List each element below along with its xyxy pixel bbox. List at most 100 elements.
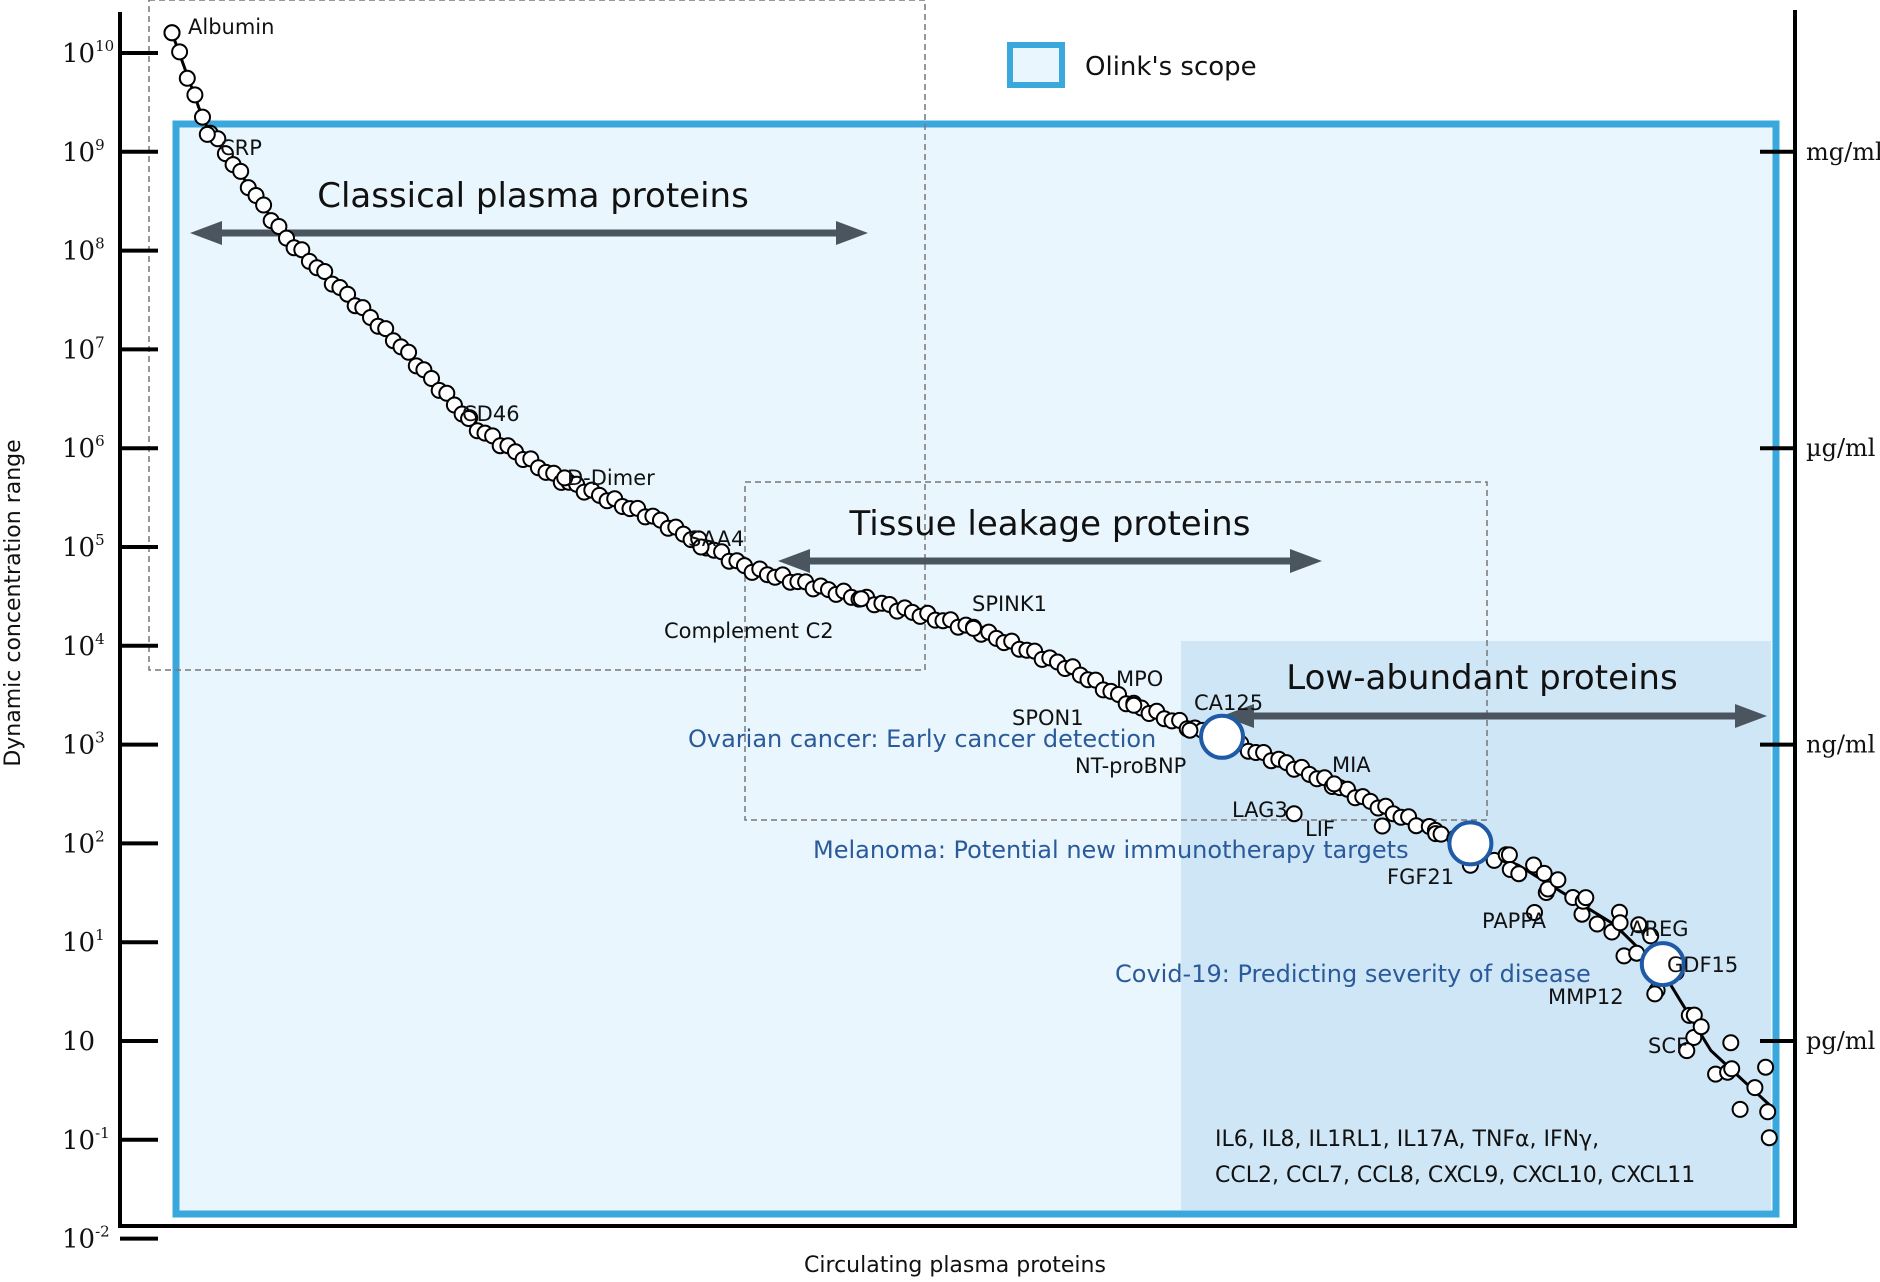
- data-point: [1759, 1103, 1777, 1121]
- protein-label: D-Dimer: [567, 466, 655, 490]
- data-point: [1510, 865, 1528, 883]
- data-point: [293, 241, 311, 259]
- protein-point: [1526, 904, 1543, 921]
- protein-label: SAA4: [688, 527, 744, 551]
- highlight-point: [1639, 941, 1686, 988]
- region-title-classical: Classical plasma proteins: [317, 176, 749, 216]
- classical-arrow: [190, 221, 868, 245]
- application-label-covid: Covid-19: Predicting severity of disease: [1115, 960, 1591, 988]
- protein-label: SPON1: [1012, 706, 1084, 730]
- classical-region-box: [148, 0, 926, 671]
- low-abundant-arrow: [1222, 704, 1767, 728]
- y-axis-title: Dynamic concentration range: [1, 439, 26, 766]
- protein-label: CRP: [220, 136, 262, 160]
- highlight-points: [1199, 713, 1686, 988]
- region-title-low-abundant: Low-abundant proteins: [1286, 658, 1677, 698]
- application-label-ovarian: Ovarian cancer: Early cancer detection: [688, 725, 1156, 753]
- data-point: [186, 86, 204, 104]
- data-point: [400, 343, 418, 361]
- protein-label: MMP12: [1548, 985, 1624, 1009]
- protein-point: [1285, 805, 1303, 823]
- data-point: [1577, 889, 1595, 907]
- protein-label: MIA: [1332, 753, 1371, 777]
- data-point: [1731, 1100, 1749, 1118]
- y-tick-label: 109: [62, 136, 105, 168]
- highlight-point: [1447, 820, 1494, 867]
- protein-label: CA125: [1194, 691, 1263, 715]
- protein-point: [1373, 817, 1391, 835]
- data-point: [1535, 864, 1553, 882]
- protein-label: SPINK1: [972, 592, 1047, 616]
- unit-tick-label: pg/ml: [1806, 1027, 1875, 1055]
- data-point: [1692, 1018, 1710, 1036]
- protein-label: FGF21: [1387, 865, 1454, 889]
- protein-label: Albumin: [188, 15, 274, 39]
- data-point: [1722, 1034, 1740, 1052]
- legend-swatch: [1007, 42, 1065, 88]
- unit-tick-label: ng/ml: [1806, 731, 1875, 759]
- data-point: [232, 162, 250, 180]
- y-tick-label: 103: [62, 729, 105, 761]
- y-tick-label: 106: [62, 432, 105, 464]
- data-point: [194, 108, 211, 126]
- data-point: [316, 263, 334, 280]
- y-tick-label: 10-1: [62, 1124, 110, 1156]
- protein-point: [163, 24, 181, 42]
- protein-point: [556, 469, 574, 487]
- y-ticks: 1010 109 108 107 106 105 104 103 102 101 10 10-1 10-…: [62, 37, 158, 1255]
- protein-point: [965, 619, 982, 637]
- unit-tick-label: µg/ml: [1806, 434, 1875, 462]
- protein-label: Complement C2: [664, 619, 834, 643]
- data-point: [377, 320, 395, 338]
- protein-label: NT-proBNP: [1075, 754, 1186, 778]
- protein-point: [1325, 775, 1343, 793]
- cytokine-list-line-1: IL6, IL8, IL1RL1, IL17A, TNFα, IFNγ,: [1215, 1127, 1599, 1152]
- data-point: [339, 285, 357, 303]
- y-tick-label: 107: [62, 333, 105, 365]
- highlight-point: [1199, 713, 1245, 760]
- low-abundant-region: [1181, 641, 1771, 1210]
- y-tick-label: 101: [62, 926, 105, 958]
- protein-point: [692, 538, 710, 556]
- application-label-melanoma: Melanoma: Potential new immunotherapy ta…: [813, 836, 1409, 864]
- data-point: [270, 218, 288, 235]
- data-point: [178, 69, 196, 87]
- data-point: [1588, 915, 1606, 933]
- protein-point: [1181, 721, 1199, 739]
- y-tick-label: 10: [62, 1027, 95, 1057]
- data-point: [423, 370, 440, 387]
- y-tick-label: 10-2: [62, 1223, 110, 1255]
- protein-label: AREG: [1630, 917, 1689, 941]
- data-point: [1432, 825, 1450, 843]
- y-tick-label: 108: [62, 235, 105, 267]
- protein-label: SCF: [1648, 1034, 1688, 1058]
- y-tick-label: 104: [62, 630, 105, 662]
- data-point: [171, 43, 189, 61]
- x-axis-title: Circulating plasma proteins: [804, 1253, 1106, 1278]
- data-point: [1746, 1079, 1764, 1097]
- data-point: [1642, 927, 1660, 945]
- protein-point: [1630, 916, 1648, 934]
- protein-point: [460, 410, 478, 427]
- protein-label: LIF: [1305, 817, 1335, 841]
- data-point: [1723, 1060, 1741, 1078]
- unit-tick-label: mg/ml: [1806, 138, 1880, 166]
- protein-point: [1125, 696, 1143, 714]
- data-point: [1500, 846, 1518, 864]
- protein-label: CD46: [462, 402, 520, 426]
- protein-point: [852, 590, 870, 608]
- data-point: [1549, 871, 1567, 889]
- cytokine-list-line-2: CCL2, CCL7, CCL8, CXCL9, CXCL10, CXCL11: [1215, 1163, 1695, 1188]
- protein-point: [198, 125, 216, 143]
- data-point: [1757, 1058, 1775, 1076]
- y-tick-label: 105: [62, 531, 105, 563]
- region-title-tissue-leakage: Tissue leakage proteins: [849, 504, 1251, 544]
- protein-label: LAG3: [1232, 798, 1288, 822]
- data-points: [163, 24, 1778, 1147]
- data-point: [438, 384, 456, 402]
- protein-label: GDF15: [1667, 953, 1738, 977]
- tissue-leakage-arrow: [778, 549, 1322, 573]
- data-point: [255, 196, 273, 214]
- protein-label: PAPPA: [1482, 909, 1547, 933]
